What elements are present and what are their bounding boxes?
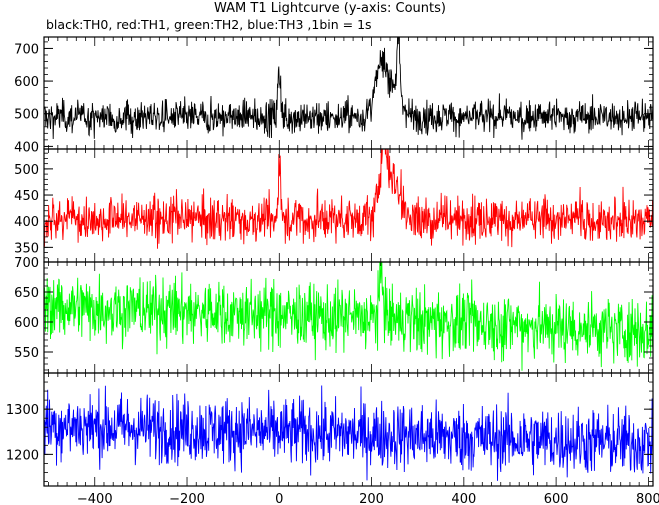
panels-layer: 4005006007003504004505005506006507001200…	[6, 36, 654, 487]
x-tick-label: 800	[636, 492, 659, 505]
y-tick-label: 600	[14, 75, 39, 90]
y-tick-label: 450	[14, 189, 39, 204]
y-tick-label: 550	[14, 346, 39, 361]
chart-title: WAM T1 Lightcurve (y-axis: Counts)	[214, 1, 446, 16]
panel-th3: 1200 1300	[6, 372, 654, 487]
panel-th2: 550 600 650 700	[14, 256, 654, 374]
x-tick-label: 200	[359, 492, 384, 505]
panel-th1: 350 400 450 500	[14, 148, 654, 263]
y-tick-label: 700	[14, 42, 39, 57]
y-tick-label: 650	[14, 286, 39, 301]
series-line-th1	[44, 149, 653, 249]
x-tick-label: 0	[275, 492, 283, 505]
y-tick-label: 700	[14, 256, 39, 271]
x-tick-label: 600	[544, 492, 569, 505]
x-tick-label: −400	[77, 492, 113, 505]
y-tick-label: 1200	[6, 448, 39, 463]
x-tick-label: −200	[169, 492, 205, 505]
y-tick-label: 600	[14, 316, 39, 331]
series-line-th3	[44, 385, 653, 481]
y-tick-label: 1300	[6, 403, 39, 418]
y-tick-label: 400	[14, 215, 39, 230]
panel-th0: 400 500 600 700	[14, 36, 654, 155]
y-tick-label: 500	[14, 163, 39, 178]
panel-frame	[43, 36, 654, 150]
y-tick-label: 500	[14, 108, 39, 123]
panel-frame	[43, 372, 654, 487]
series-line-th0	[44, 37, 653, 140]
series-line-th2	[44, 262, 653, 371]
y-tick-label: 350	[14, 241, 39, 256]
x-tick-label: 400	[451, 492, 476, 505]
y-tick-label: 400	[14, 140, 39, 155]
x-axis: −400 −200 0 200 400 600 800	[77, 492, 659, 505]
chart-subtitle: black:TH0, red:TH1, green:TH2, blue:TH3 …	[46, 17, 372, 32]
